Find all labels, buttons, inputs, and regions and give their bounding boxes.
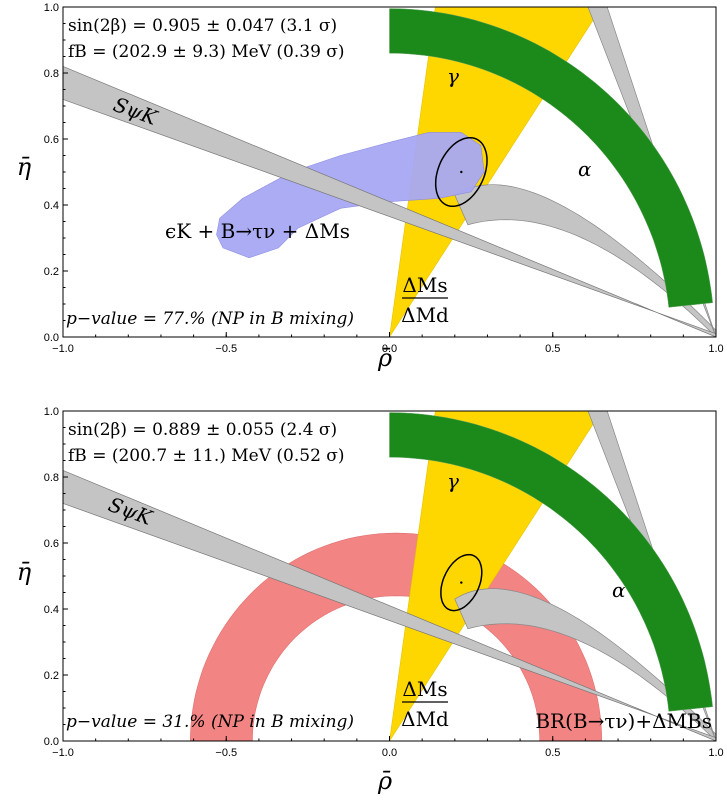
- fb-text: fB = (202.9 ± 9.3) MeV (0.39 σ): [68, 42, 345, 62]
- x-tick-label: −1.0: [52, 747, 74, 759]
- y-tick-label: 0.4: [44, 604, 59, 616]
- plot-area-bottom: [63, 411, 716, 741]
- x-tick-label: 1.0: [708, 747, 723, 759]
- x-axis-label: ρ̄: [377, 767, 392, 795]
- y-tick-label: 0.2: [44, 266, 59, 278]
- x-axis-label: ρ̄: [377, 344, 392, 372]
- fit-center-dot: [460, 581, 463, 584]
- x-tick-label: 0.0: [382, 747, 397, 759]
- s-psik-band: [63, 470, 716, 741]
- fit-ellipse: [434, 136, 488, 208]
- x-tick-label: 0.5: [545, 747, 560, 759]
- dm-ratio-band: [389, 412, 713, 712]
- sin2beta-text: sin(2β) = 0.889 ± 0.055 (2.4 σ): [68, 420, 337, 440]
- alpha-band: [454, 184, 716, 337]
- dm-numerator: ΔMs: [402, 677, 447, 701]
- constraint-label: BR(B→τν)+ΔMBs: [535, 709, 712, 733]
- dm-numerator: ΔMs: [402, 273, 447, 297]
- y-tick-label: 0.8: [44, 472, 59, 484]
- x-tick-label: 0.5: [545, 343, 560, 355]
- plot-area-top: [63, 7, 716, 337]
- y-axis-label: η̄: [17, 153, 32, 181]
- x-tick-label: 1.0: [708, 343, 723, 355]
- fit-center-dot: [460, 170, 463, 174]
- dm-ratio-band: [389, 8, 713, 308]
- panel-bottom: −1.0 −0.5 0.0 0.5 1.0 0.0 0.2 0.4 0.6 0.8 1.0 sin…: [17, 406, 724, 795]
- x-tick-label: −0.5: [215, 747, 237, 759]
- y-ticks-bottom: 0.0 0.2 0.4 0.6 0.8 1.0: [44, 406, 68, 748]
- dm-denominator: ΔMd: [401, 707, 449, 731]
- y-tick-label: 1.0: [44, 2, 59, 14]
- x-ticks-bottom: −1.0 −0.5 0.0 0.5 1.0: [52, 736, 724, 759]
- y-tick-label: 0.0: [44, 736, 59, 748]
- s-psik-band: [63, 66, 716, 337]
- y-axis-label: η̄: [17, 558, 32, 586]
- y-tick-label: 0.8: [44, 68, 59, 80]
- gamma-label: γ: [447, 469, 459, 493]
- y-tick-label: 0.6: [44, 134, 59, 146]
- pvalue-text: p−value = 31.% (NP in B mixing): [66, 712, 354, 732]
- y-tick-label: 0.6: [44, 538, 59, 550]
- alpha-label: α: [612, 578, 626, 602]
- gamma-label: γ: [447, 64, 459, 88]
- y-tick-label: 0.2: [44, 670, 59, 682]
- x-ticks-top: −1.0 −0.5 0.0 0.5 1.0: [52, 332, 724, 355]
- y-tick-label: 0.4: [44, 200, 59, 212]
- y-tick-label: 0.0: [44, 332, 59, 344]
- dm-denominator: ΔMd: [401, 303, 449, 327]
- panel-top: −1.0 −0.5 0.0 0.5 1.0 0.0 0.2 0.4 0.6 0.8 1.0 sin…: [17, 2, 724, 372]
- fb-text: fB = (200.7 ± 11.) MeV (0.52 σ): [68, 446, 345, 466]
- x-tick-label: −0.5: [215, 343, 237, 355]
- x-tick-label: −1.0: [52, 343, 74, 355]
- constraint-label: ϵK + B→τν + ΔMs: [165, 219, 350, 243]
- x-tick-label: 0.0: [382, 343, 397, 355]
- y-ticks-top: 0.0 0.2 0.4 0.6 0.8 1.0: [44, 2, 68, 344]
- y-tick-label: 1.0: [44, 406, 59, 418]
- pvalue-text: p−value = 77.% (NP in B mixing): [66, 309, 354, 329]
- alpha-band: [454, 588, 716, 741]
- alpha-label: α: [578, 157, 592, 181]
- sin2beta-text: sin(2β) = 0.905 ± 0.047 (3.1 σ): [68, 16, 337, 36]
- fit-ellipse: [440, 553, 483, 612]
